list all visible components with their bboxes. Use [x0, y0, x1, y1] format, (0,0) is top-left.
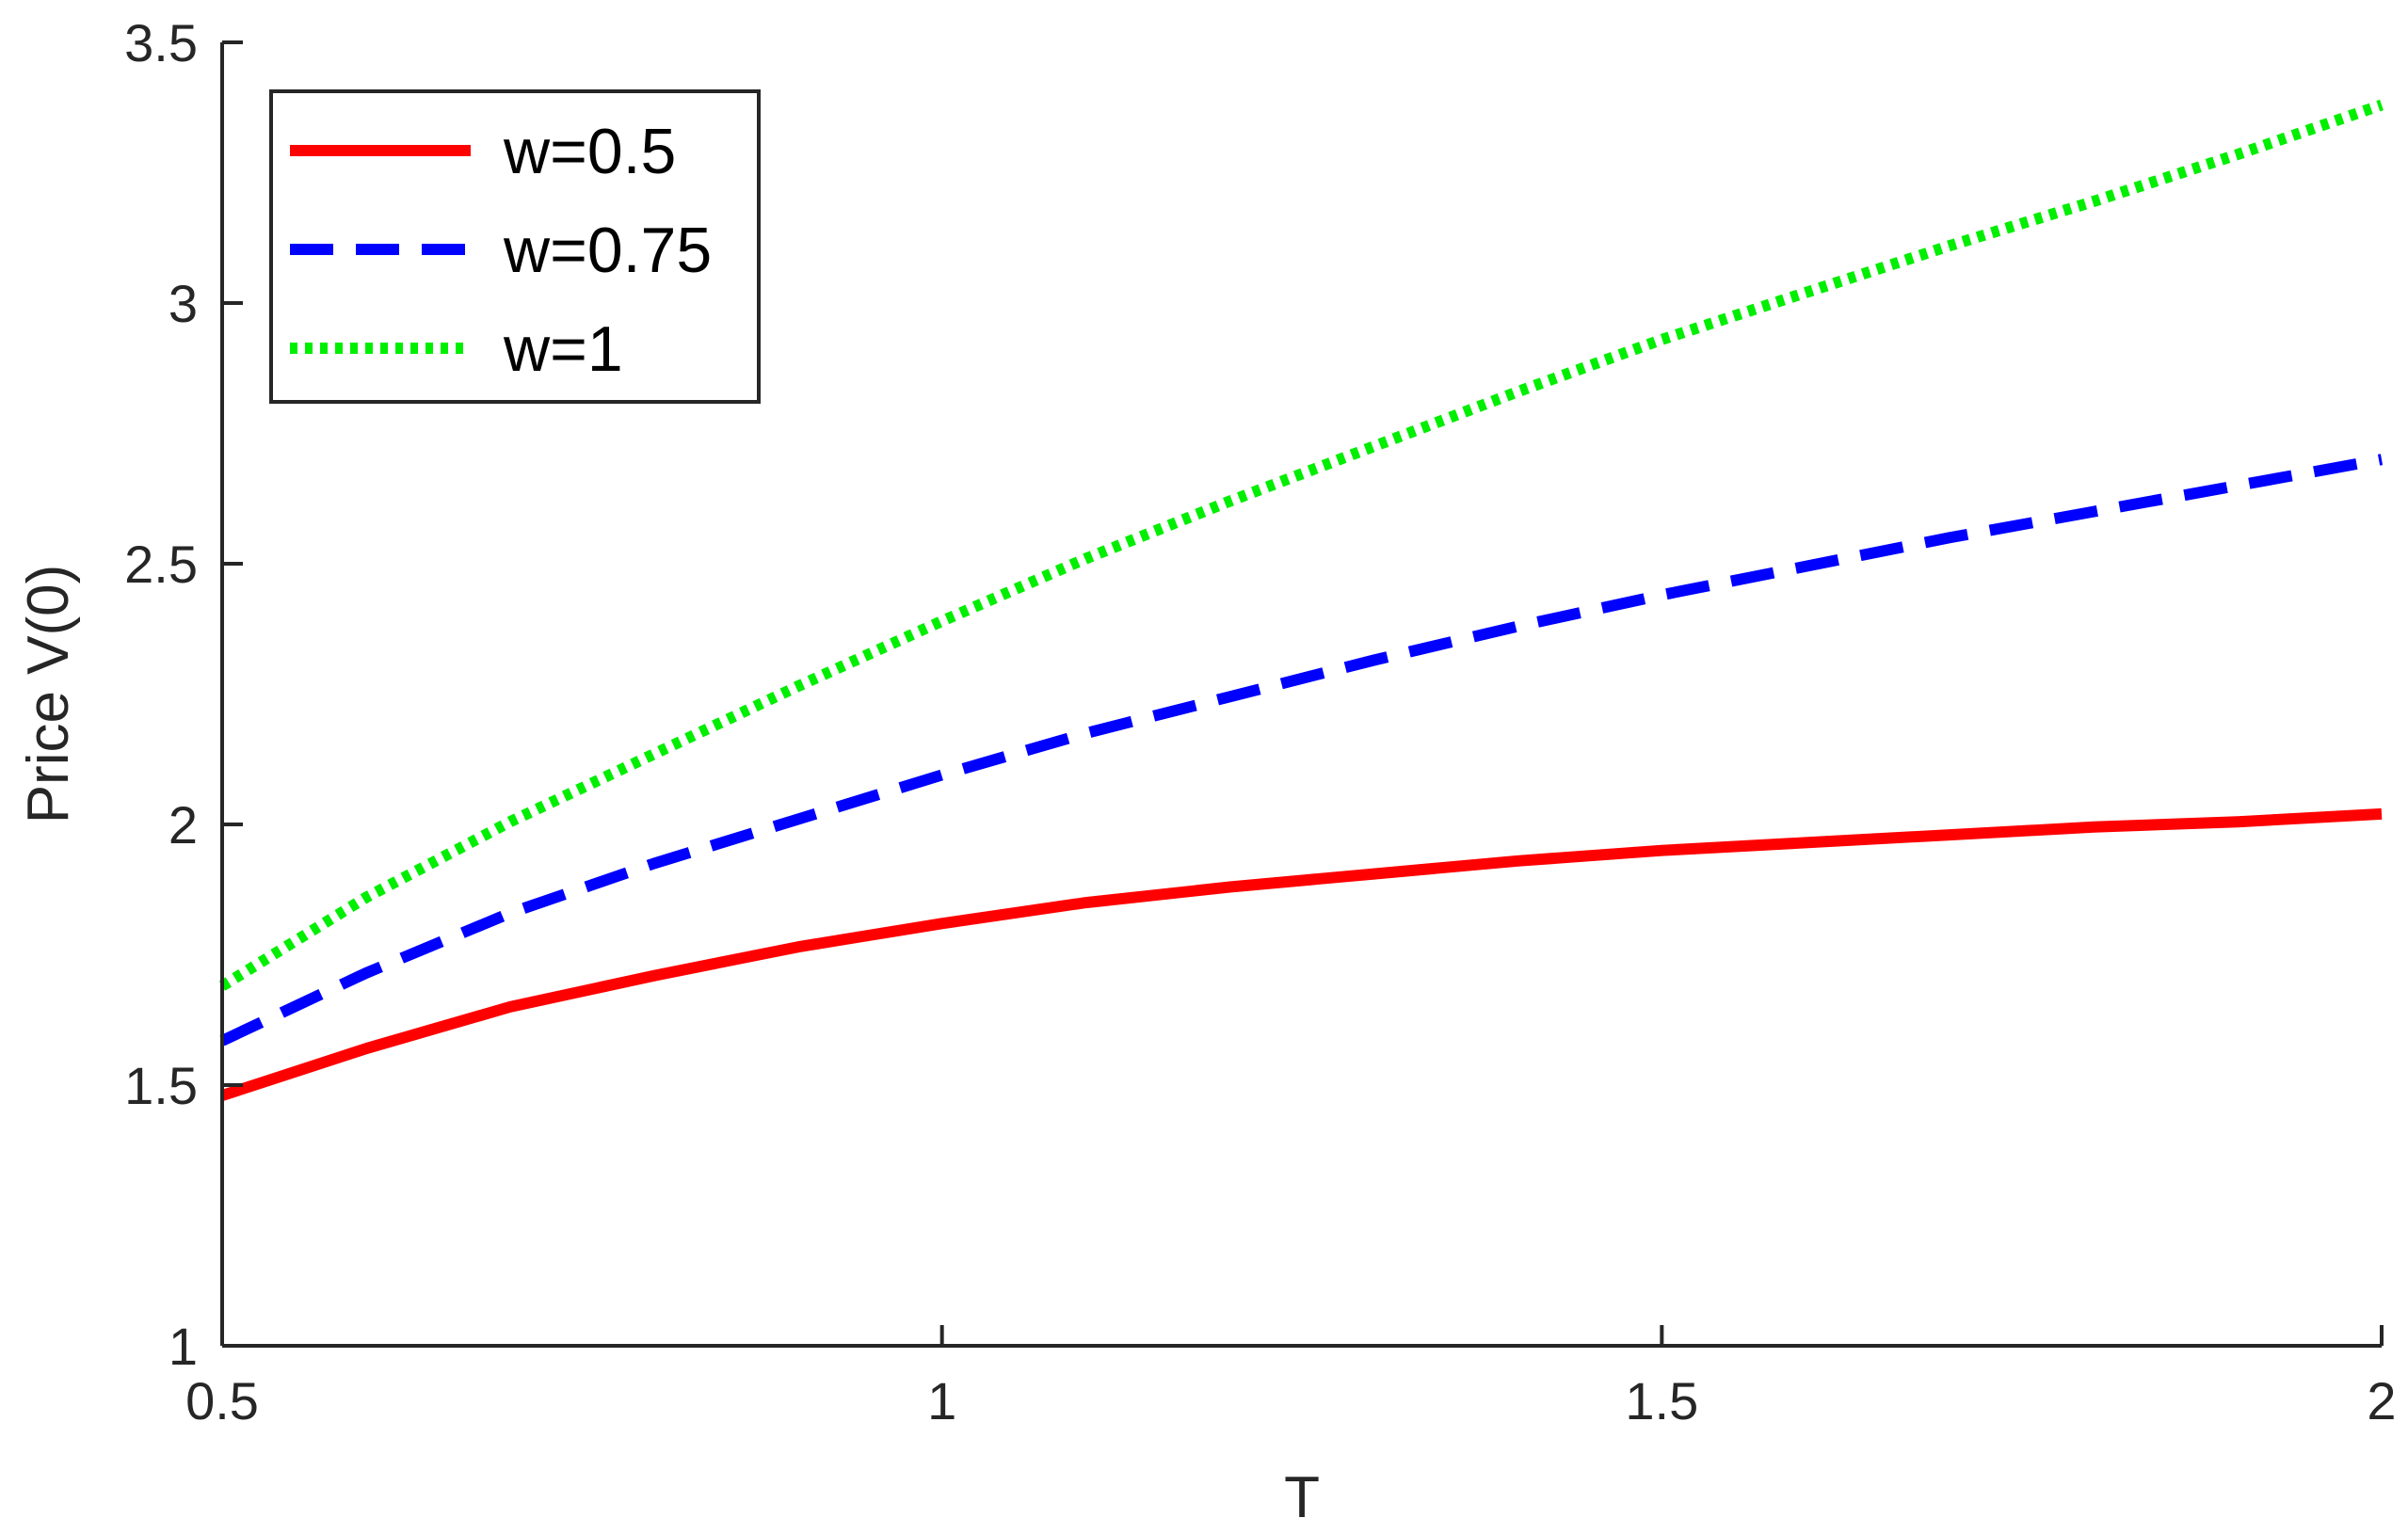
legend-entry-3: w=1: [503, 313, 623, 385]
y-tick-label: 2.5: [124, 535, 198, 594]
y-tick-label: 3.5: [124, 13, 198, 72]
series-layer: [218, 99, 2384, 1101]
series-line-2: [219, 454, 2384, 1047]
x-tick-label: 1: [927, 1371, 956, 1430]
y-tick-label: 3: [169, 274, 198, 333]
legend-entry-2: w=0.75: [503, 215, 712, 286]
legend-entry-1: w=0.5: [503, 116, 676, 187]
series-line-1: [220, 807, 2383, 1101]
y-tick-label: 1.5: [124, 1056, 198, 1115]
series-line-3: [218, 99, 2384, 991]
axes-layer: [220, 42, 2382, 1348]
ticks-layer: 0.5 1 1.5 211.522.533.5: [124, 13, 2396, 1430]
y-tick-label: 2: [169, 795, 198, 855]
x-axis-label: T: [1284, 1465, 1320, 1530]
y-axis-label: Price V(0): [16, 565, 81, 824]
x-tick-label: 2: [2367, 1371, 2396, 1430]
x-tick-label: 1.5: [1625, 1371, 1698, 1430]
x-tick-label: 0.5: [185, 1371, 259, 1430]
legend: w=0.5 w=0.75 w=1: [269, 89, 761, 404]
y-tick-label: 1: [169, 1317, 198, 1376]
